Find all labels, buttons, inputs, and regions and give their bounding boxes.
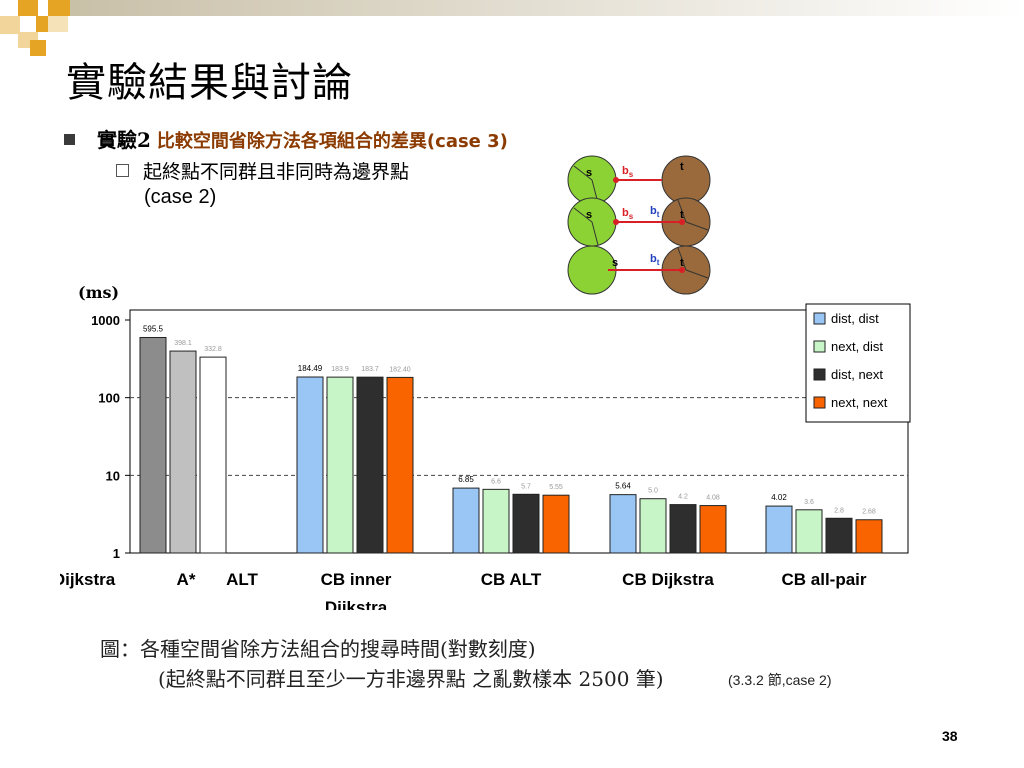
bar: [609, 494, 637, 554]
bar: [139, 336, 167, 554]
data-label: 6.6: [491, 478, 501, 485]
data-label: 5.0: [648, 488, 658, 495]
data-label: 5.64: [615, 482, 631, 491]
label-bs: bs: [622, 207, 634, 221]
search-time-bar-chart: 1000 100 10 1 (ms) 595.5 398.1 332.8 184.49 183.9…: [60, 283, 911, 610]
data-label: 2.8: [834, 507, 844, 514]
legend-label: dist, next: [831, 367, 883, 382]
sub-bullet: 起終點不同群且非同時為邊界點 (case 2): [116, 160, 409, 210]
label-s: s: [612, 257, 618, 269]
data-label: 183.9: [331, 366, 349, 373]
legend-label: dist, dist: [831, 311, 879, 326]
data-label: 5.7: [521, 483, 531, 490]
boundary-point-bs: [613, 219, 619, 225]
partition-line: [685, 269, 709, 279]
data-label: 183.7: [361, 366, 379, 373]
x-axis-label: CB all-pair: [781, 570, 866, 589]
label-s: s: [586, 209, 592, 221]
x-axis-label: ALT: [226, 570, 258, 589]
bullet-description: 比較空間省除方法各項組合的差異(case 3): [156, 131, 508, 152]
boundary-point-bt: [679, 267, 685, 273]
legend-swatch: [813, 368, 826, 381]
y-axis-unit: (ms): [78, 283, 119, 302]
bar: [326, 376, 354, 554]
bar: [699, 505, 727, 554]
bullet-lead: 實驗2: [97, 128, 151, 152]
data-label: 184.49: [298, 364, 323, 373]
bar: [639, 498, 667, 554]
data-label: 4.2: [678, 494, 688, 501]
x-axis-label: CB ALT: [481, 570, 542, 589]
bar: [512, 493, 540, 554]
partition-line: [677, 199, 687, 223]
legend-label: next, dist: [831, 339, 883, 354]
caption-line1: 圖：各種空間省除方法組合的搜尋時間(對數刻度): [100, 637, 536, 661]
sub-bullet-line2: (case 2): [144, 186, 217, 208]
x-axis-label: A*: [177, 570, 196, 589]
bar: [386, 376, 414, 554]
boundary-point-bt: [679, 219, 685, 225]
data-label: 4.02: [771, 493, 787, 502]
data-label: 182.40: [389, 366, 411, 373]
partition-line: [591, 221, 599, 246]
bar: [452, 487, 480, 554]
source-target-diagram: bs s t bs bt s t bt s t: [567, 155, 711, 295]
data-label: 5.55: [549, 484, 563, 491]
decoration-squares: [0, 0, 1024, 56]
label-bt: bt: [650, 253, 660, 267]
partition-line: [573, 165, 593, 181]
bar: [296, 376, 324, 554]
data-label: 2.68: [862, 509, 876, 516]
partition-line: [677, 247, 687, 271]
data-label: 332.8: [204, 346, 222, 353]
caption-line2: (起終點不同群且至少一方非邊界點 之亂數樣本 2500 筆): [158, 667, 664, 691]
bar: [669, 504, 697, 554]
data-label: 3.6: [804, 499, 814, 506]
hollow-square-bullet-icon: [116, 164, 129, 177]
partition-line: [573, 207, 593, 223]
bar: [169, 350, 197, 554]
bar: [765, 505, 793, 554]
label-t: t: [680, 257, 684, 269]
bar: [356, 376, 384, 554]
target-group-circle: [661, 155, 711, 205]
legend-swatch: [813, 396, 826, 409]
legend-swatch: [813, 340, 826, 353]
slide-title: 實驗結果與討論: [66, 60, 353, 106]
label-t: t: [680, 161, 684, 173]
caption-reference: (3.3.2 節,case 2): [728, 672, 832, 688]
page-number: 38: [942, 728, 958, 744]
data-label: 595.5: [143, 324, 164, 333]
legend-label: next, next: [831, 395, 888, 410]
partition-line: [685, 221, 709, 231]
x-axis-label: Dijkstra: [60, 570, 116, 589]
x-axis-label: CB inner: [321, 570, 392, 589]
y-tick-label: 1000: [91, 313, 120, 328]
x-axis-label: Dijkstra: [325, 598, 388, 610]
bar: [825, 517, 853, 554]
data-label: 4.08: [706, 495, 720, 502]
sub-bullet-line1: 起終點不同群且非同時為邊界點: [143, 161, 410, 183]
boundary-point-bs: [613, 177, 619, 183]
x-axis-label: CB Dijkstra: [622, 570, 714, 589]
top-decoration-bar: [0, 0, 1024, 56]
label-bt: bt: [650, 205, 660, 219]
bar: [199, 356, 227, 554]
square-bullet-icon: [64, 134, 75, 145]
y-tick-label: 100: [98, 391, 120, 406]
legend-swatch: [813, 312, 826, 325]
bar: [855, 519, 883, 554]
data-label: 398.1: [174, 340, 192, 347]
data-label: 6.85: [458, 475, 474, 484]
y-tick-label: 1: [113, 546, 120, 561]
bar: [542, 494, 570, 554]
bar: [795, 509, 823, 554]
bar: [482, 488, 510, 554]
label-s: s: [586, 167, 592, 179]
y-tick-label: 10: [106, 468, 120, 483]
figure-caption: 圖：各種空間省除方法組合的搜尋時間(對數刻度) (起終點不同群且至少一方非邊界點…: [100, 637, 832, 691]
label-bs: bs: [622, 165, 634, 179]
label-t: t: [680, 209, 684, 221]
bullet-experiment: 實驗2 比較空間省除方法各項組合的差異(case 3): [64, 127, 508, 155]
